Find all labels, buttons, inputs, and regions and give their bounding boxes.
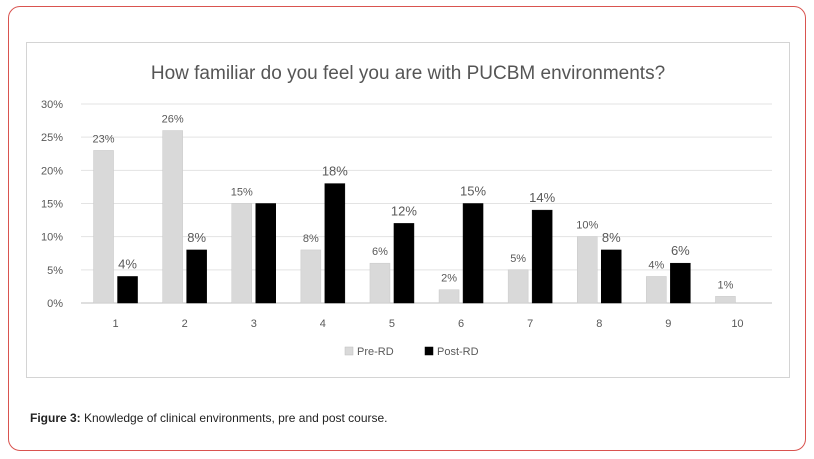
x-tick-label: 8: [596, 318, 602, 330]
bar-post-rd-4: [324, 183, 346, 304]
bar-post-rd-2: [186, 249, 207, 304]
data-label: 15%: [460, 184, 486, 199]
legend-label: Pre-RD: [357, 346, 394, 358]
bar-post-rd-7: [531, 209, 553, 304]
data-label: 8%: [303, 233, 319, 245]
data-label: 26%: [162, 114, 184, 126]
legend-swatch: [344, 346, 354, 356]
bar-pre-rd-6: [438, 289, 460, 304]
bar-pre-rd-9: [646, 276, 667, 304]
data-label: 6%: [372, 246, 388, 258]
data-label: 6%: [671, 243, 690, 258]
figure-caption: Figure 3: Knowledge of clinical environm…: [30, 411, 388, 425]
x-tick-label: 6: [458, 318, 464, 330]
caption-label: Figure 3:: [30, 411, 81, 425]
bar-post-rd-8: [601, 249, 622, 304]
y-tick-label: 10%: [41, 232, 63, 244]
bar-post-rd-1: [117, 276, 138, 304]
bar-post-rd-6: [462, 203, 484, 304]
data-label: 14%: [529, 190, 555, 205]
data-label: 8%: [602, 230, 621, 245]
x-tick-label: 2: [182, 318, 188, 330]
y-tick-label: 15%: [41, 199, 63, 211]
legend-label: Post-RD: [437, 346, 479, 358]
bar-pre-rd-2: [162, 130, 183, 304]
x-tick-label: 4: [320, 318, 326, 330]
data-label: 15%: [231, 187, 253, 199]
x-tick-label: 1: [112, 318, 118, 330]
bar-pre-rd-8: [577, 236, 598, 304]
data-label: 5%: [510, 253, 526, 265]
bar-pre-rd-7: [507, 269, 529, 304]
bar-pre-rd-5: [369, 262, 391, 304]
x-tick-label: 10: [731, 318, 743, 330]
data-label: 23%: [93, 133, 115, 145]
data-label: 12%: [391, 203, 417, 218]
y-tick-label: 20%: [41, 165, 63, 177]
bar-post-rd-3: [255, 203, 276, 304]
x-tick-label: 9: [665, 318, 671, 330]
bar-pre-rd-10: [715, 296, 736, 304]
y-tick-label: 30%: [41, 99, 63, 111]
caption-text: Knowledge of clinical environments, pre …: [80, 411, 388, 425]
legend-swatch: [424, 346, 434, 356]
data-label: 18%: [322, 164, 348, 179]
data-label: 4%: [648, 259, 664, 271]
y-tick-label: 5%: [47, 265, 63, 277]
x-tick-label: 3: [251, 318, 257, 330]
data-label: 1%: [717, 279, 733, 291]
x-tick-label: 7: [527, 318, 533, 330]
y-tick-label: 25%: [41, 132, 63, 144]
bar-post-rd-5: [393, 223, 415, 304]
bar-pre-rd-1: [93, 150, 114, 304]
chart-title: How familiar do you feel you are with PU…: [151, 63, 665, 84]
legend: Pre-RD Post-RD: [344, 346, 479, 358]
data-label: 4%: [118, 256, 137, 271]
x-tick-label: 5: [389, 318, 395, 330]
bar-chart: How familiar do you feel you are with PU…: [41, 63, 772, 358]
data-label: 10%: [576, 220, 598, 232]
chart-container: How familiar do you feel you are with PU…: [26, 42, 790, 378]
data-label: 2%: [441, 273, 457, 285]
data-label: 8%: [187, 230, 206, 245]
y-tick-label: 0%: [47, 298, 63, 310]
bar-post-rd-9: [670, 262, 691, 304]
bar-pre-rd-4: [300, 249, 322, 304]
bar-pre-rd-3: [231, 203, 252, 304]
